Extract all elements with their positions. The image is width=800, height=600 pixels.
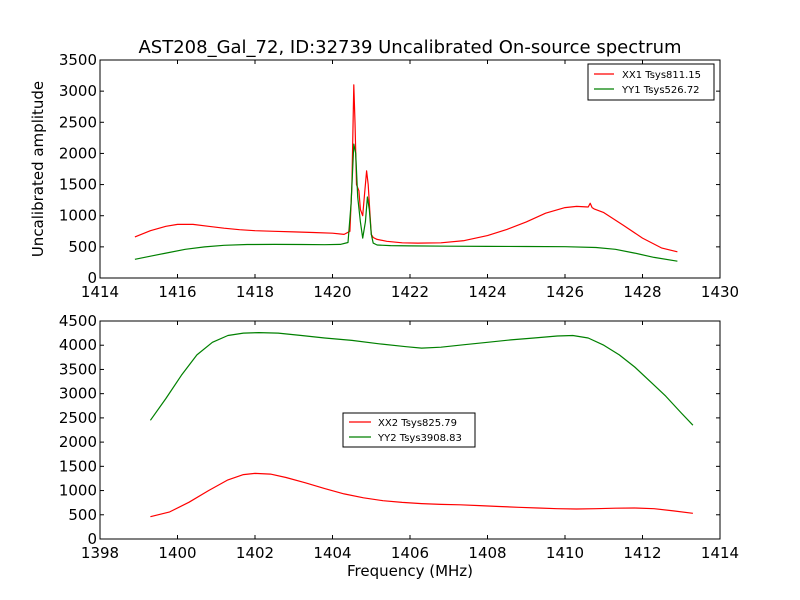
y-tick-label: 0 <box>87 269 97 287</box>
y-tick-label: 2500 <box>59 409 97 427</box>
x-tick-label: 1402 <box>236 544 274 562</box>
bottom-plot-ticks: 1398 1400 1402 1404 1406 1408 1410 1412 1414 0 500… <box>59 312 739 562</box>
top-legend: XX1 Tsys811.15 YY1 Tsys526.72 <box>587 63 715 101</box>
bottom-plot: 1398 1400 1402 1404 1406 1408 1410 1412 1414 0 500… <box>59 312 739 580</box>
x-tick-label: 1418 <box>236 283 274 301</box>
x-tick-label: 1404 <box>313 544 351 562</box>
x-tick-label: 1426 <box>546 283 584 301</box>
legend-label-xx2: XX2 Tsys825.79 <box>378 418 457 429</box>
legend-label-xx1: XX1 Tsys811.15 <box>622 70 701 81</box>
x-tick-label: 1408 <box>468 544 506 562</box>
y-tick-label: 1000 <box>59 482 97 500</box>
y-tick-label: 2500 <box>59 113 97 131</box>
x-tick-label: 1398 <box>81 544 119 562</box>
x-tick-label: 1420 <box>313 283 351 301</box>
x-tick-label: 1412 <box>623 544 661 562</box>
bottom-plot-series <box>149 332 694 518</box>
y-tick-label: 3000 <box>59 385 97 403</box>
x-tick-label: 1430 <box>701 283 739 301</box>
legend-label-yy1: YY1 Tsys526.72 <box>621 85 700 96</box>
bottom-legend: XX2 Tsys825.79 YY2 Tsys3908.83 <box>342 412 476 448</box>
x-tick-label: 1400 <box>158 544 196 562</box>
y-tick-label: 0 <box>87 530 97 548</box>
x-tick-label: 1424 <box>468 283 506 301</box>
y-tick-label: 1500 <box>59 176 97 194</box>
x-tick-label: 1406 <box>391 544 429 562</box>
x-tick-label: 1416 <box>158 283 196 301</box>
x-tick-label: 1422 <box>391 283 429 301</box>
series-line-xx2 <box>150 472 693 518</box>
x-tick-label: 1414 <box>701 544 739 562</box>
top-plot-ticks: 1414 1416 1418 1420 1422 1424 1426 1428 1430 0 500… <box>59 51 739 301</box>
y-tick-label: 3000 <box>59 82 97 100</box>
top-y-axis-label: Uncalibrated amplitude <box>29 81 47 257</box>
x-tick-label: 1410 <box>546 544 584 562</box>
top-legend-box <box>587 63 715 101</box>
y-tick-label: 2000 <box>59 433 97 451</box>
y-tick-label: 3500 <box>59 360 97 378</box>
y-tick-label: 500 <box>68 238 97 256</box>
top-plot: AST208_Gal_72, ID:32739 Uncalibrated On-… <box>29 37 739 301</box>
top-plot-series <box>134 84 678 262</box>
y-tick-label: 2000 <box>59 144 97 162</box>
y-tick-label: 1000 <box>59 207 97 225</box>
bottom-x-axis-label: Frequency (MHz) <box>347 562 473 580</box>
y-tick-label: 4500 <box>59 312 97 330</box>
series-line-yy2 <box>149 332 694 426</box>
bottom-legend-box <box>342 412 476 448</box>
x-tick-label: 1428 <box>623 283 661 301</box>
y-tick-label: 4000 <box>59 336 97 354</box>
series-line-xx1 <box>134 84 678 253</box>
legend-label-yy2: YY2 Tsys3908.83 <box>377 433 462 444</box>
y-tick-label: 1500 <box>59 457 97 475</box>
y-tick-label: 500 <box>68 506 97 524</box>
x-tick-label: 1414 <box>81 283 119 301</box>
chart-title: AST208_Gal_72, ID:32739 Uncalibrated On-… <box>138 37 681 58</box>
y-tick-label: 3500 <box>59 51 97 69</box>
series-line-yy1 <box>134 143 678 262</box>
